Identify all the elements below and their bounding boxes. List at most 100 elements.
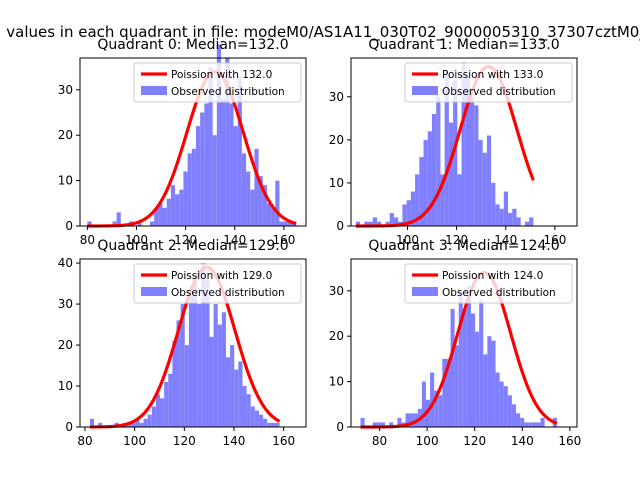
quadrant-3-histogram-bar [507, 395, 512, 427]
quadrant-0-histogram-bar [233, 126, 238, 226]
quadrant-3-histogram-bar [466, 286, 471, 427]
quadrant-1-histogram-bar [469, 96, 475, 227]
quadrant-2-histogram-bar [139, 422, 144, 427]
quadrant-3-xtick-label: 80 [372, 434, 387, 448]
quadrant-2-legend-poisson-label: Poission with 129.0 [171, 270, 272, 282]
quadrant-3-histogram-bar [491, 340, 496, 427]
quadrant-0-histogram-bar [258, 176, 263, 226]
quadrant-1-histogram-bar [508, 213, 513, 226]
quadrant-2-histogram-bar [184, 345, 189, 427]
quadrant-2-panel: 80 100 120 140 160 0 10 20 30 40 Poission with 129… [58, 238, 307, 448]
quadrant-0-axes-frame [79, 57, 307, 227]
quadrant-2-histogram-bar [234, 369, 239, 427]
quadrant-1-histogram-bar [461, 62, 466, 226]
quadrant-1-histogram-bar [453, 79, 458, 227]
quadrant-1-histogram-bar [419, 157, 424, 226]
quadrant-2-xtick-label: 80 [77, 434, 92, 448]
quadrant-3-histogram-bar [499, 381, 504, 427]
quadrant-0-histogram-bar [237, 76, 242, 226]
quadrant-0-xtick-label: 100 [125, 233, 148, 247]
quadrant-3-histogram-bar [516, 413, 521, 427]
quadrant-1-histogram-bar [377, 221, 382, 226]
quadrant-0-histogram-bar [208, 67, 213, 226]
quadrant-3-histogram-bar [434, 390, 439, 427]
quadrant-2-ytick-label: 10 [58, 379, 73, 393]
quadrant-2-histogram-bar [168, 373, 173, 427]
quadrant-1-ytick-label: 20 [329, 133, 344, 147]
quadrant-3-histogram-bar [454, 345, 459, 427]
quadrant-2-xtick-label: 100 [123, 434, 146, 448]
quadrant-1-xtick-label: 160 [543, 233, 566, 247]
quadrant-2-ytick-label: 40 [58, 256, 73, 270]
quadrant-1-histogram-bar [423, 139, 428, 226]
quadrant-1-panel: 100 120 140 160 0 10 20 30 Poission with 133.0 Ob… [329, 37, 578, 247]
quadrant-3-ytick-label: 10 [329, 375, 344, 389]
quadrant-1-histogram-bar [524, 221, 530, 226]
quadrant-0-xtick-label: 120 [174, 233, 197, 247]
quadrant-3-legend [404, 263, 573, 304]
quadrant-0-histogram-bar [246, 171, 251, 226]
quadrant-2-histogram-bar [258, 414, 264, 427]
quadrant-1-title: Quadrant 1: Median=133.0 [368, 37, 559, 53]
quadrant-1-histogram-bar [436, 96, 441, 227]
quadrant-3-histogram-bar [520, 417, 525, 427]
quadrant-3-histogram-bar [438, 395, 443, 427]
quadrant-3-histogram-bar [360, 417, 365, 427]
quadrant-1-histogram-bar [516, 217, 521, 226]
quadrant-2-histogram-bar [267, 422, 272, 427]
quadrant-2-ytick-label: 30 [58, 297, 73, 311]
quadrant-0-histogram-bar [266, 203, 272, 226]
quadrant-3-histogram-bar [532, 422, 537, 427]
quadrant-0-xtick-label: 80 [80, 233, 95, 247]
quadrant-0-histogram-bar [195, 126, 201, 226]
quadrant-3-histogram-bar [409, 413, 414, 427]
quadrant-3-histogram-bar [446, 358, 451, 427]
quadrant-0-panel: 80 100 120 140 160 0 10 20 30 Poission with 132.0… [58, 37, 307, 247]
quadrant-0-histogram-bar [225, 58, 230, 226]
quadrant-3-histogram-bar [405, 413, 410, 427]
quadrant-3-xtick-label: 160 [558, 434, 581, 448]
quadrant-1-xtick-label: 100 [396, 233, 419, 247]
quadrant-2-histogram-bar [246, 394, 251, 427]
quadrant-3-histogram-bar [479, 299, 484, 427]
quadrant-0-ytick-label: 30 [58, 83, 73, 97]
quadrant-1-histogram-bar [393, 217, 399, 226]
quadrant-1-histogram-bar [410, 191, 416, 226]
quadrant-0-histogram-bar [137, 221, 142, 226]
quadrant-1-histogram-bar [503, 191, 509, 226]
quadrant-0-ytick-label: 10 [58, 174, 73, 188]
quadrant-3-legend-bar-swatch [412, 287, 438, 296]
quadrant-2-histogram-bar [217, 324, 222, 427]
quadrant-3-histogram-bar [380, 422, 386, 427]
quadrant-0-histogram-bar [204, 103, 209, 226]
quadrant-3-ytick-label: 0 [336, 420, 344, 434]
quadrant-3-histogram-bar [458, 290, 463, 427]
quadrant-3-histogram-bar [389, 422, 394, 427]
quadrant-3-histogram-bar [487, 336, 492, 427]
quadrant-2-poisson-curve [89, 265, 281, 429]
quadrant-0-histogram-bar [187, 153, 192, 226]
quadrant-0-xtick-label: 140 [223, 233, 246, 247]
quadrant-2-histogram-bar [176, 320, 181, 427]
quadrant-2-histogram-bar [151, 406, 156, 427]
quadrant-1-histogram-bar [512, 208, 517, 226]
quadrant-1-xtick-label: 120 [445, 233, 468, 247]
quadrant-0-histogram-bar [183, 171, 188, 226]
quadrant-3-histogram-bar [462, 308, 467, 427]
quadrant-0-title: Quadrant 0: Median=132.0 [97, 37, 288, 53]
figure-suptitle: Histograms of the pixel values in each q… [0, 23, 640, 42]
quadrant-3-histogram-bar [372, 422, 377, 427]
quadrant-0-histogram-bar [191, 148, 196, 226]
quadrant-2-ytick-label: 0 [65, 420, 73, 434]
quadrant-2-histogram-bar [242, 386, 247, 427]
quadrant-2-histogram-bar [155, 394, 161, 427]
quadrant-0-histogram-bar [279, 221, 284, 226]
quadrant-1-axes-frame [350, 57, 578, 227]
quadrant-2-histogram-bar [147, 414, 152, 427]
quadrant-0-histogram-bar [162, 207, 167, 226]
quadrant-1-histogram-bar [457, 174, 462, 226]
quadrant-2-histogram-bar [263, 418, 268, 427]
quadrant-2-legend-bar-swatch [141, 287, 167, 296]
quadrant-3-histogram-bar [425, 399, 431, 427]
quadrant-1-histogram-bar [427, 131, 432, 226]
